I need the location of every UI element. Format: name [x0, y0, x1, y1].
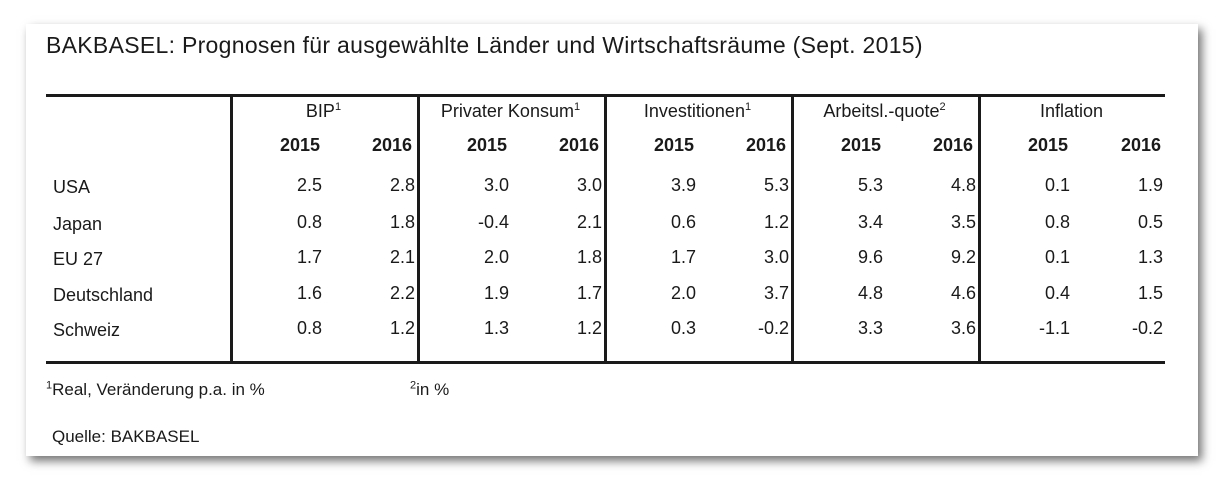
- table-cell: 3.4: [857, 212, 883, 232]
- table-cell: 1.9: [1137, 175, 1163, 195]
- table-cell: 3.5: [950, 212, 976, 232]
- table-cell: 0.6: [670, 212, 696, 232]
- table-cell: 1.2: [763, 212, 789, 232]
- row-label: Schweiz: [53, 320, 121, 340]
- group-header: Privater Konsum1: [417, 101, 604, 122]
- column-divider: [978, 96, 981, 362]
- table-cell: 3.0: [576, 175, 602, 195]
- column-divider: [791, 96, 794, 362]
- table-cell: 0.1: [1044, 247, 1070, 267]
- year-header: 2016: [1120, 135, 1161, 155]
- year-header: 2015: [279, 135, 320, 155]
- table-cell: 1.3: [483, 318, 509, 338]
- table-cell: 1.9: [483, 283, 509, 303]
- table-cell: 5.3: [763, 175, 789, 195]
- group-header-label: Privater Konsum: [440, 101, 574, 121]
- year-header: 2015: [466, 135, 507, 155]
- group-header-footnote-marker: 1: [573, 101, 581, 113]
- footnote-2-text: in %: [416, 380, 450, 399]
- year-header: 2015: [653, 135, 694, 155]
- table-cell: 3.7: [763, 283, 789, 303]
- table-cell: 1.3: [1137, 247, 1163, 267]
- year-header: 2015: [1027, 135, 1068, 155]
- table-cell: 0.8: [296, 318, 322, 338]
- group-header-footnote-marker: 1: [334, 101, 342, 113]
- top-rule: [46, 94, 1165, 97]
- group-header: Investitionen1: [604, 101, 791, 122]
- table-cell: 9.6: [857, 247, 883, 267]
- table-cell: 4.8: [857, 283, 883, 303]
- table-cell: 1.7: [576, 283, 602, 303]
- source-note: Quelle: BAKBASEL: [52, 427, 200, 446]
- year-header: 2015: [840, 135, 881, 155]
- column-divider: [604, 96, 607, 362]
- row-label: Deutschland: [53, 285, 154, 305]
- footnote-2-marker: 2: [410, 379, 417, 392]
- group-header: BIP1: [230, 101, 417, 122]
- table-cell: 3.3: [857, 318, 883, 338]
- row-label: Japan: [53, 214, 103, 234]
- column-divider: [230, 96, 233, 362]
- table-cell: 1.6: [296, 283, 322, 303]
- group-header-label: BIP: [305, 101, 335, 121]
- table-cell: 2.2: [389, 283, 415, 303]
- group-header-label: Investitionen: [643, 101, 745, 121]
- table-cell: 1.2: [576, 318, 602, 338]
- table-cell: -1.1: [1038, 318, 1070, 338]
- group-header-label: Inflation: [1039, 101, 1104, 121]
- table-cell: 0.4: [1044, 283, 1070, 303]
- group-header-footnote-marker: 1: [744, 101, 752, 113]
- table-cell: 1.7: [670, 247, 696, 267]
- table-cell: 2.0: [670, 283, 696, 303]
- row-label: EU 27: [53, 249, 104, 269]
- table-cell: 2.1: [576, 212, 602, 232]
- table-cell: 1.7: [296, 247, 322, 267]
- table-cell: 2.0: [483, 247, 509, 267]
- table-cell: 4.6: [950, 283, 976, 303]
- group-header: Arbeitsl.-quote2: [791, 101, 978, 122]
- table-cell: 2.5: [296, 175, 322, 195]
- footnote-1-text: Real, Veränderung p.a. in %: [52, 380, 265, 399]
- footnote-1: 1Real, Veränderung p.a. in %: [46, 380, 265, 400]
- table-cell: 9.2: [950, 247, 976, 267]
- table-cell: 1.2: [389, 318, 415, 338]
- table-cell: 3.0: [763, 247, 789, 267]
- footnote-2: 2in %: [410, 380, 449, 400]
- group-header-footnote-marker: 2: [939, 101, 946, 113]
- year-header: 2016: [371, 135, 412, 155]
- table-cell: 2.8: [389, 175, 415, 195]
- table-cell: 4.8: [950, 175, 976, 195]
- bottom-rule: [46, 361, 1165, 364]
- table-cell: 2.1: [389, 247, 415, 267]
- table-cell: 1.5: [1137, 283, 1163, 303]
- table-cell: 3.0: [483, 175, 509, 195]
- table-cell: 3.9: [670, 175, 696, 195]
- table-cell: 1.8: [576, 247, 602, 267]
- footnote-1-marker: 1: [46, 379, 53, 392]
- group-header: Inflation: [978, 101, 1165, 122]
- year-header: 2016: [558, 135, 599, 155]
- column-divider: [417, 96, 420, 362]
- table-cell: 3.6: [950, 318, 976, 338]
- year-header: 2016: [932, 135, 973, 155]
- table-cell: 0.3: [670, 318, 696, 338]
- forecast-table-card: BAKBASEL: Prognosen für ausgewählte Länd…: [26, 24, 1198, 456]
- table-cell: 0.8: [1044, 212, 1070, 232]
- table-cell: 0.1: [1044, 175, 1070, 195]
- table-title: BAKBASEL: Prognosen für ausgewählte Länd…: [46, 32, 923, 58]
- table-cell: 5.3: [857, 175, 883, 195]
- table-cell: 0.5: [1137, 212, 1163, 232]
- table-cell: -0.2: [757, 318, 789, 338]
- table-cell: 0.8: [296, 212, 322, 232]
- row-label: USA: [53, 177, 91, 197]
- year-header: 2016: [745, 135, 786, 155]
- table-cell: -0.2: [1131, 318, 1163, 338]
- table-cell: -0.4: [477, 212, 509, 232]
- table-cell: 1.8: [389, 212, 415, 232]
- group-header-label: Arbeitsl.-quote: [823, 101, 940, 121]
